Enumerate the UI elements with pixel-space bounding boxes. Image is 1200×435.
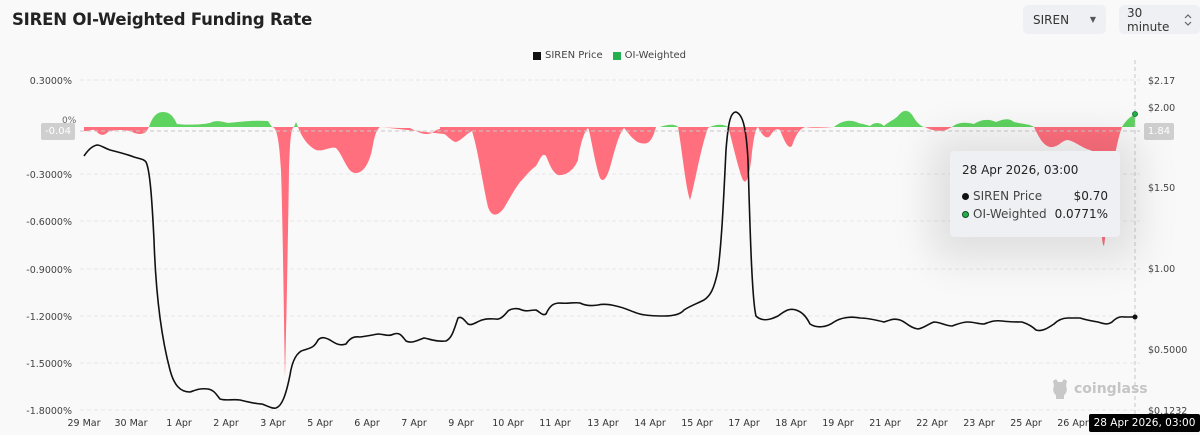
tooltip-row-price: SIREN Price $0.70 [962,189,1108,203]
crosshair [80,60,1140,414]
svg-text:$1.00: $1.00 [1148,264,1175,275]
price-dot-icon [962,192,969,200]
interval-select[interactable]: 30 minute [1119,5,1200,34]
svg-text:$2.00: $2.00 [1148,103,1175,114]
legend-item-oi-weighted[interactable]: OI-Weighted [612,50,686,61]
tooltip-row-oi: OI-Weighted 0.0771% [962,207,1108,221]
svg-text:19 Apr: 19 Apr [822,418,854,429]
svg-text:2 Apr: 2 Apr [213,418,239,429]
svg-text:$1.50: $1.50 [1148,183,1175,194]
svg-text:29 Mar: 29 Mar [67,418,100,429]
svg-text:11 Apr: 11 Apr [539,418,571,429]
svg-text:$2.17: $2.17 [1148,76,1175,87]
svg-text:5 Apr: 5 Apr [307,418,333,429]
oi-dot-icon [962,210,969,218]
svg-text:21 Apr: 21 Apr [869,418,901,429]
coin-select[interactable]: SIREN ▼ [1023,5,1106,34]
crosshair-left-label: -0.04 [41,123,75,140]
tooltip-oi-value: 0.0771% [1054,207,1108,221]
svg-text:22 Apr: 22 Apr [916,418,948,429]
tooltip-date: 28 Apr 2026, 03:00 [962,163,1079,177]
svg-text:$0.1232: $0.1232 [1148,406,1187,417]
tooltip-price-value: $0.70 [1073,189,1108,203]
svg-text:$0.5000: $0.5000 [1148,345,1187,356]
legend-swatch-oi [612,51,621,60]
chart-legend: SIREN Price OI-Weighted [533,50,686,61]
caret-down-icon: ▼ [1089,15,1096,24]
coinglass-logo-icon [1053,379,1067,399]
up-down-chevron-icon [1184,13,1192,26]
zero-axis-label: 0% [62,116,77,126]
svg-text:23 Apr: 23 Apr [963,418,995,429]
legend-label-price: SIREN Price [545,50,603,61]
svg-text:10 Apr: 10 Apr [492,418,524,429]
coinglass-watermark: coinglass [1050,378,1148,400]
svg-text:6 Apr: 6 Apr [354,418,380,429]
svg-text:18 Apr: 18 Apr [775,418,807,429]
coin-select-value: SIREN [1033,12,1070,27]
chart-tooltip: 28 Apr 2026, 03:00 SIREN Price $0.70 OI-… [950,151,1120,237]
svg-text:-1.8000%: -1.8000% [26,406,72,417]
legend-label-oi: OI-Weighted [624,50,686,61]
svg-text:13 Apr: 13 Apr [587,418,619,429]
svg-text:0.3000%: 0.3000% [30,76,72,87]
crosshair-right-label: 1.84 [1144,123,1174,140]
watermark-text: coinglass [1074,381,1148,397]
svg-text:3 Apr: 3 Apr [260,418,286,429]
svg-text:14 Apr: 14 Apr [634,418,666,429]
svg-text:1 Apr: 1 Apr [166,418,192,429]
right-axis: $2.17 $2.00 $1.50 $1.00 $0.5000 $0.1232 [1148,76,1187,417]
crosshair-time-label: 28 Apr 2026, 03:00 [1089,414,1200,432]
svg-text:-1.2000%: -1.2000% [26,312,72,323]
page-title: SIREN OI-Weighted Funding Rate [12,10,313,29]
svg-text:-1.5000%: -1.5000% [26,359,72,370]
price-hover-point [1132,314,1138,320]
svg-text:9 Apr: 9 Apr [448,418,474,429]
interval-select-value: 30 minute [1127,5,1170,34]
x-axis: 29 Mar 30 Mar 1 Apr 2 Apr 3 Apr 5 Apr 6 … [67,418,1088,429]
svg-text:-0.6000%: -0.6000% [26,217,72,228]
tooltip-price-label: SIREN Price [973,189,1043,203]
svg-text:25 Apr: 25 Apr [1010,418,1042,429]
svg-text:15 Apr: 15 Apr [681,418,713,429]
svg-text:7 Apr: 7 Apr [401,418,427,429]
svg-text:-0.9000%: -0.9000% [26,265,72,276]
left-axis: 0.3000% -0.3000% -0.6000% -0.9000% -1.20… [26,76,72,417]
oi-hover-point [1132,111,1138,117]
legend-swatch-price [533,51,541,60]
svg-text:-0.3000%: -0.3000% [26,170,72,181]
svg-text:30 Mar: 30 Mar [114,418,147,429]
svg-text:26 Apr: 26 Apr [1057,418,1089,429]
siren-price-line [83,111,1135,409]
oi-weighted-positive-area [149,110,1135,127]
tooltip-oi-label: OI-Weighted [973,207,1047,221]
legend-item-siren-price[interactable]: SIREN Price [533,50,603,61]
svg-text:17 Apr: 17 Apr [728,418,760,429]
